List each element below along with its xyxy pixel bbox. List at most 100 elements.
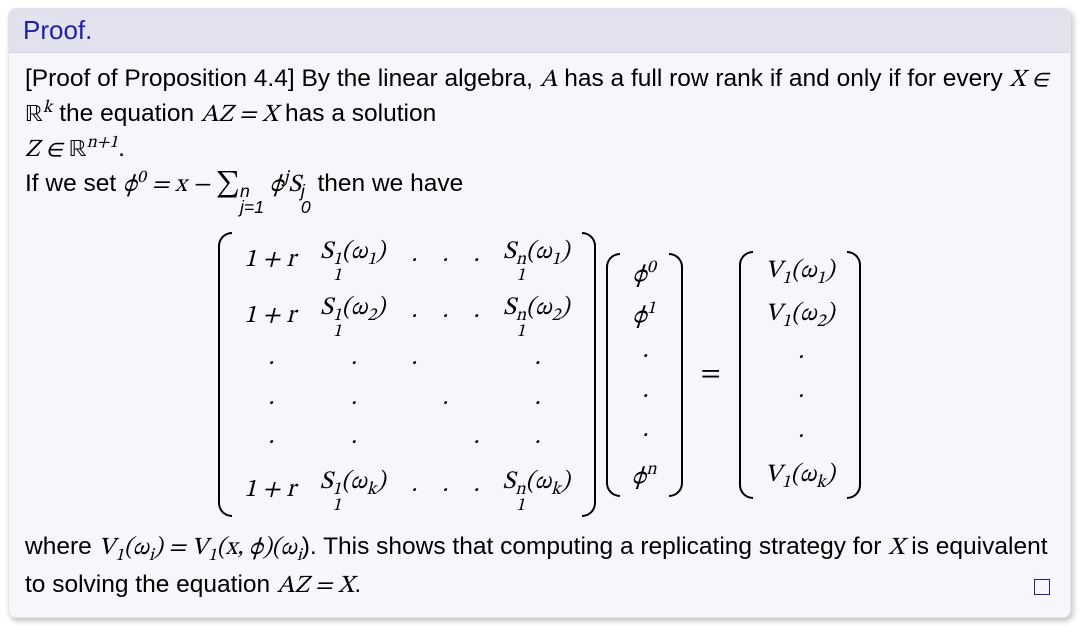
right-paren-icon [669,253,683,497]
text-p3a: where [25,533,99,560]
right-paren-icon [847,251,861,499]
matrix-cell: 1 + r [232,232,308,288]
matrix-cell: · [491,343,582,383]
matrix-cell: · [308,343,398,383]
matrix-cell: · [460,288,491,344]
matrix-cell: · [308,422,398,462]
sym-V1: V [99,535,116,560]
matrix-cell [429,422,460,462]
equals-sign: = [693,356,729,394]
sum-sigma: ∑ [216,172,240,198]
matrix-cell: · [429,232,460,288]
sym-Zin: Z ∈ [25,137,69,162]
sym-phi0sup: 0 [137,170,146,187]
matrix-cell: · [429,383,460,423]
matrix-cell: · [429,462,460,518]
matrix-cell: · [620,336,669,376]
text-p1b: has a full row rank if and only if for e… [557,65,1009,92]
matrix-cell: Sn1(ω2) [491,288,582,344]
matrix-cell: · [397,462,428,518]
matrix-cell: · [753,376,847,416]
matrix-equation: 1 + rS11(ω1)···Sn1(ω1)1 + rS11(ω2)···Sn1… [25,232,1054,518]
eq-AZX: AZ = X [201,102,278,127]
matrix-cell: 1 + r [232,462,308,518]
sym-n1: n+1 [87,135,119,152]
matrix-cell: · [753,416,847,456]
matrix-cell: · [232,343,308,383]
matrix-cell: · [460,232,491,288]
matrix-cell: · [460,462,491,518]
matrix-cell: S11(ωk) [308,462,398,518]
text-p3b: (ω [124,535,149,560]
matrix-cell: · [232,383,308,423]
vector-V: V1(ω1)V1(ω2)···V1(ωk) [739,251,861,499]
vector-phi-table: ϕ0ϕ1···ϕn [620,253,669,497]
text-p1d: has a solution [278,100,436,127]
matrix-cell: ϕ1 [620,294,669,336]
dot1: . [118,135,125,162]
matrix-cell [397,422,428,462]
eq-xs-a: = x − [146,172,216,197]
vector-phi: ϕ0ϕ1···ϕn [606,253,683,497]
matrix-cell: ϕn [620,455,669,497]
matrix-cell: Sn1(ωk) [491,462,582,518]
matrix-cell: · [397,288,428,344]
left-paren-icon [606,253,620,497]
sum-limits: nj=1 [240,184,264,216]
S-subsup: j0 [301,184,311,216]
sym-Rn1: ℝ [69,137,87,162]
matrix-cell: 1 + r [232,288,308,344]
matrix-cell: V1(ω2) [753,294,847,337]
sym-Xin: X ∈ [1010,67,1049,92]
matrix-cell: · [491,383,582,423]
proof-body: [Proof of Proposition 4.4] By the linear… [9,53,1070,617]
matrix-cell: · [620,376,669,416]
text-p3d: (x, ϕ)(ω [217,535,297,560]
sym-X: X [888,535,904,560]
matrix-cell: · [460,422,491,462]
sym-phij: ϕ [264,172,284,197]
qed-icon [1034,579,1050,595]
matrix-cell: Sn1(ω1) [491,232,582,288]
matrix-cell: ϕ0 [620,253,669,295]
text-p1a: [Proof of Proposition 4.4] By the linear… [25,65,540,92]
text-p3g: . [354,571,361,598]
sym-S: S [289,172,301,197]
sym-V1sub2: 1 [208,548,217,565]
matrix-cell: · [429,288,460,344]
matrix-cell: S11(ω2) [308,288,398,344]
matrix-cell: · [753,337,847,377]
sym-Rk: ℝ [25,102,43,127]
left-paren-icon [218,232,232,518]
matrix-cell [429,343,460,383]
matrix-cell [397,383,428,423]
matrix-cell: · [397,232,428,288]
sym-k: k [43,100,53,117]
vector-V-table: V1(ω1)V1(ω2)···V1(ωk) [753,251,847,499]
sym-phi0: ϕ [123,172,137,197]
left-paren-icon [739,251,753,499]
matrix-cell: · [308,383,398,423]
matrix-A-table: 1 + rS11(ω1)···Sn1(ω1)1 + rS11(ω2)···Sn1… [232,232,582,518]
text-p2a: If we set [25,170,123,197]
sym-V1sub: 1 [115,548,124,565]
matrix-A: 1 + rS11(ω1)···Sn1(ω1)1 + rS11(ω2)···Sn1… [218,232,596,518]
matrix-cell: · [491,422,582,462]
eq-AZX2: AZ = X [277,573,354,598]
text-p2b: then we have [311,170,464,197]
text-p1c: the equation [52,100,200,127]
proof-header: Proof. [9,9,1070,53]
matrix-cell: · [232,422,308,462]
text-p3e: ). This shows that computing a replicati… [302,533,888,560]
matrix-cell [460,343,491,383]
text-p3c: ) = V [154,535,208,560]
matrix-cell: · [620,415,669,455]
matrix-cell [460,383,491,423]
right-paren-icon [582,232,596,518]
matrix-cell: V1(ω1) [753,251,847,294]
matrix-cell: · [397,343,428,383]
proof-box: Proof. [Proof of Proposition 4.4] By the… [8,8,1071,618]
matrix-cell: V1(ωk) [753,455,847,498]
matrix-cell: S11(ω1) [308,232,398,288]
sym-A: A [540,67,558,92]
